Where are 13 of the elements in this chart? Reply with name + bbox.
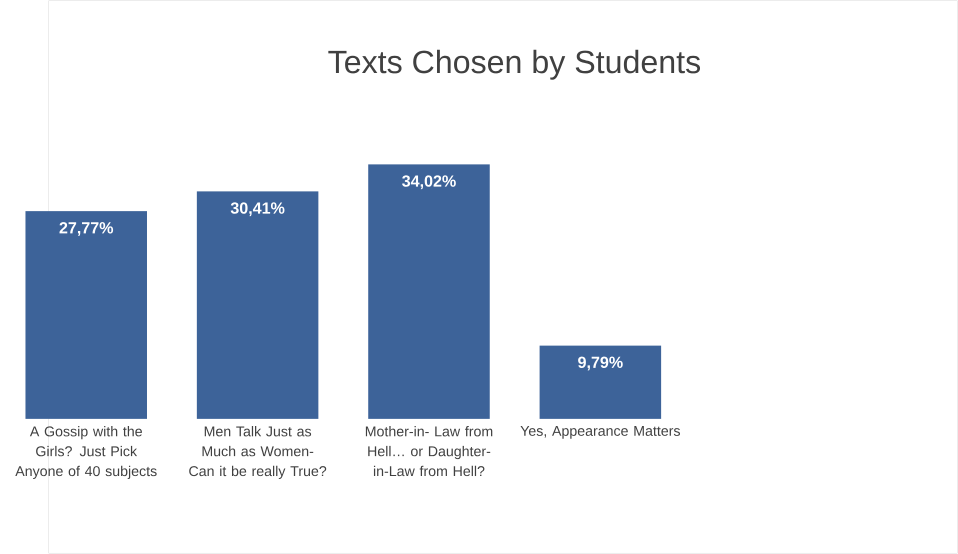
x-tick-label: Men Talk Just as Much as Women- Can it be really True? — [189, 426, 326, 480]
bar — [25, 211, 147, 419]
x-tick-label: Mother-in- Law from Hell… or Daughter-in-Law from Hell? — [366, 426, 492, 476]
data-label: 27,77% — [60, 222, 114, 236]
data-label: 9,79% — [578, 356, 623, 370]
data-label: 30,41% — [230, 202, 284, 216]
chart-title: Texts Chosen by Students — [328, 50, 700, 80]
bar — [368, 164, 490, 419]
data-label: 34,02% — [402, 175, 456, 190]
bar — [196, 191, 318, 419]
x-tick-label: Yes, Appearance Matters — [520, 426, 680, 439]
bar — [540, 346, 662, 419]
x-tick-label: A Gossip with the Girls? Just Pick Anyone of 40 subjects — [15, 426, 157, 480]
